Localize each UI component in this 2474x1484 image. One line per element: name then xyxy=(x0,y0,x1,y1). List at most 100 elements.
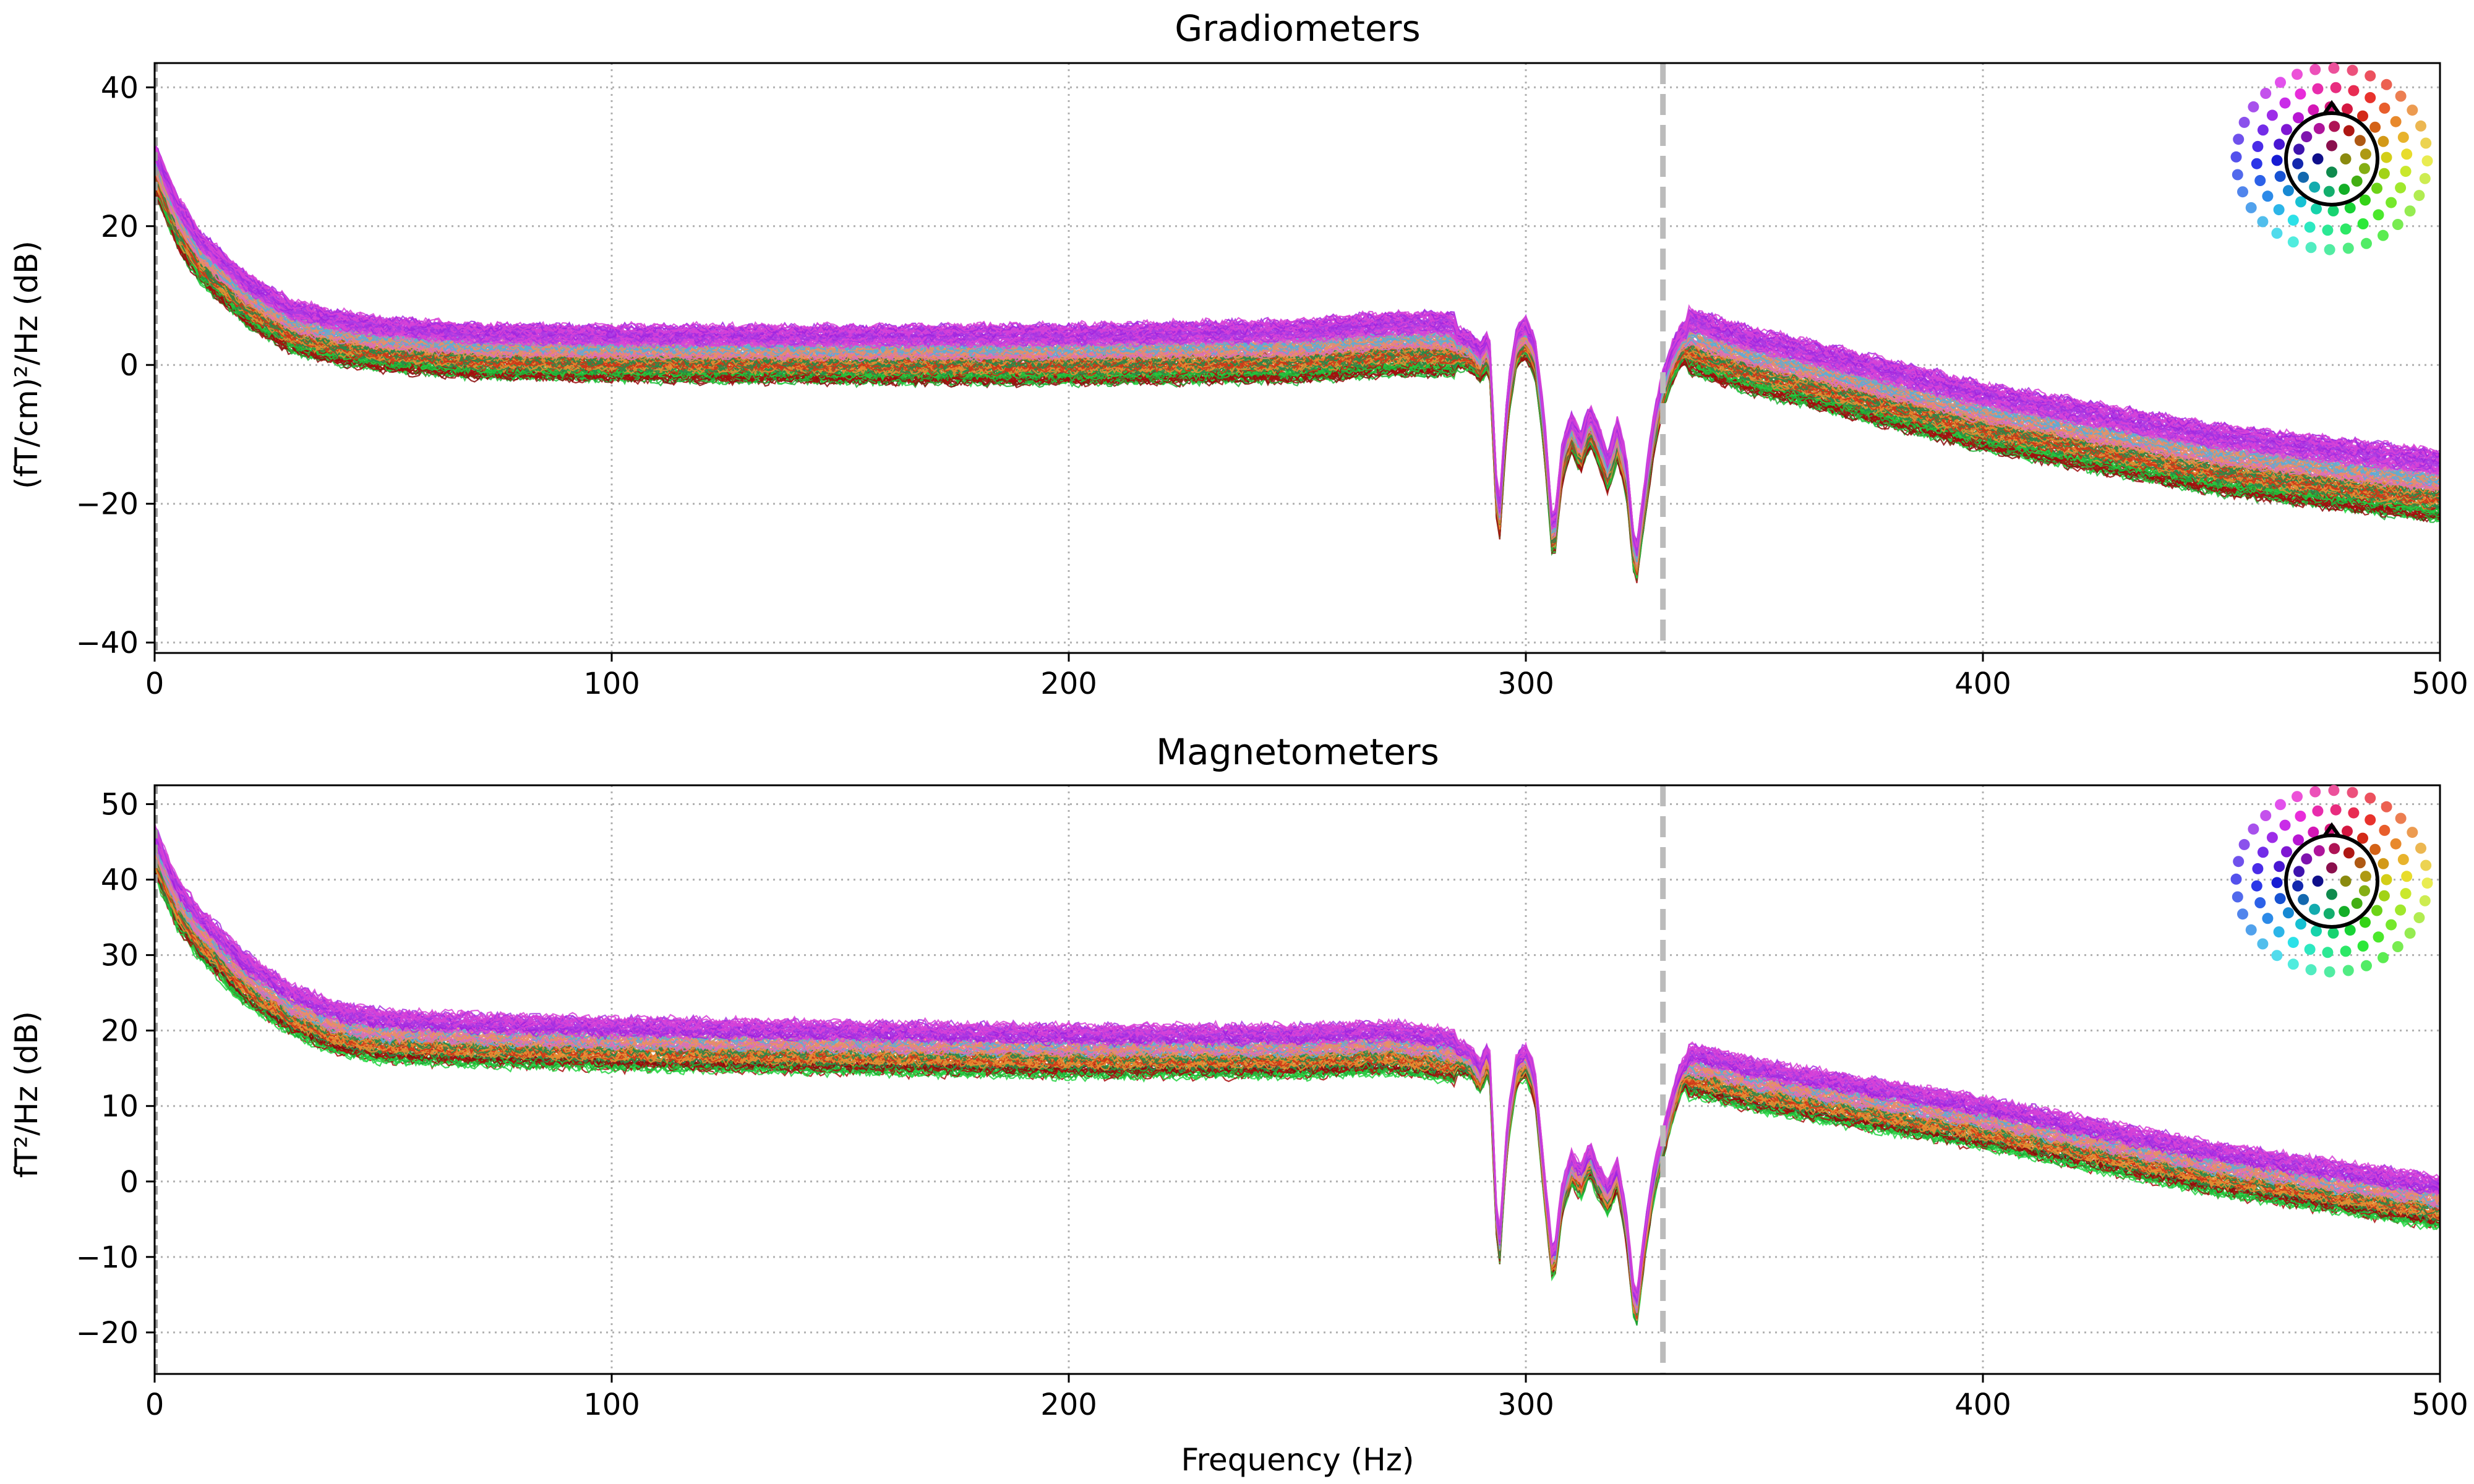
sensor-dot xyxy=(2271,950,2283,962)
channel-trace xyxy=(155,854,2440,1307)
sensor-dot xyxy=(2324,244,2335,255)
x-tick-label: 100 xyxy=(583,1388,640,1422)
sensor-dot xyxy=(2281,846,2292,858)
channel-trace xyxy=(155,875,2440,1324)
channel-trace xyxy=(155,140,2440,548)
sensor-dot xyxy=(2260,88,2272,99)
magnetometers-traces xyxy=(155,822,2440,1326)
sensor-dot xyxy=(2271,877,2283,889)
sensor-dot xyxy=(2342,103,2353,115)
sensor-dot xyxy=(2360,194,2371,206)
sensor-dot xyxy=(2329,121,2340,132)
magnetometers-y-ticks: −20 −10 0 10 20 30 40 50 xyxy=(76,788,155,1350)
sensor-dot xyxy=(2292,69,2303,80)
sensor-dot xyxy=(2339,906,2350,918)
y-tick-label: 10 xyxy=(101,1090,139,1124)
sensor-dot xyxy=(2359,163,2370,174)
sensor-dot xyxy=(2298,171,2309,183)
sensor-dot xyxy=(2397,132,2409,143)
sensor-dot xyxy=(2281,124,2292,135)
sensor-dot xyxy=(2378,890,2390,902)
sensor-dot xyxy=(2378,952,2389,963)
channel-trace xyxy=(155,862,2440,1316)
sensor-dot xyxy=(2322,947,2334,958)
sensor-dot xyxy=(2342,965,2354,976)
sensor-dot xyxy=(2400,888,2412,900)
sensor-dot xyxy=(2309,64,2321,75)
channel-trace xyxy=(155,835,2440,1297)
sensor-dot xyxy=(2293,143,2305,155)
sensor-dot xyxy=(2419,895,2431,906)
sensor-dot xyxy=(2401,871,2413,882)
sensor-dot xyxy=(2330,804,2342,816)
sensor-dot xyxy=(2292,158,2304,169)
x-tick-label: 400 xyxy=(1954,1388,2011,1422)
sensor-dot xyxy=(2328,62,2340,74)
channel-trace xyxy=(155,877,2440,1320)
sensor-dot xyxy=(2271,155,2283,166)
head-outline xyxy=(2284,834,2379,929)
sensor-dot xyxy=(2323,186,2335,197)
sensor-dot xyxy=(2357,832,2368,844)
sensor-dot xyxy=(2404,927,2416,939)
y-tick-label: 40 xyxy=(101,863,139,898)
sensor-dot xyxy=(2308,826,2319,838)
channel-trace xyxy=(155,866,2440,1316)
channel-trace xyxy=(155,871,2440,1325)
sensor-dot xyxy=(2273,204,2285,216)
channel-trace xyxy=(155,850,2440,1313)
sensor-dot xyxy=(2305,964,2317,976)
y-tick-label: −10 xyxy=(76,1240,139,1275)
channel-trace xyxy=(155,855,2440,1311)
sensor-dot xyxy=(2232,169,2243,181)
channel-trace xyxy=(155,160,2440,558)
channel-trace xyxy=(155,182,2440,573)
sensor-dot xyxy=(2386,197,2397,208)
magnetometers-x-ticks: 0 100 200 300 400 500 xyxy=(145,1374,2468,1422)
x-tick-label: 200 xyxy=(1040,1388,1097,1422)
sensor-dot xyxy=(2407,827,2418,838)
sensor-dot xyxy=(2340,876,2352,887)
channel-trace xyxy=(155,850,2440,1313)
sensor-dot xyxy=(2329,843,2340,855)
sensor-dot xyxy=(2330,82,2342,93)
channel-trace xyxy=(155,874,2440,1320)
sensor-dot xyxy=(2420,859,2432,871)
channel-trace xyxy=(155,861,2440,1316)
sensor-dot xyxy=(2260,810,2272,821)
sensor-dot xyxy=(2252,140,2264,152)
channel-trace xyxy=(155,194,2440,580)
channel-trace xyxy=(155,869,2440,1321)
sensor-dot xyxy=(2390,116,2402,127)
sensor-dot xyxy=(2279,97,2291,109)
sensor-dot xyxy=(2381,801,2392,812)
sensor-dot xyxy=(2371,182,2382,194)
sensor-dot xyxy=(2308,104,2319,116)
sensor-dot xyxy=(2339,184,2350,195)
sensor-dot xyxy=(2245,924,2257,936)
sensor-dot xyxy=(2293,834,2304,846)
sensor-dot xyxy=(2309,786,2321,798)
sensor-dot xyxy=(2340,223,2352,235)
sensor-dot xyxy=(2309,903,2321,915)
channel-trace xyxy=(155,871,2440,1324)
sensor-dot xyxy=(2233,856,2245,868)
sensor-dot xyxy=(2292,791,2303,803)
sensor-dot xyxy=(2301,131,2313,143)
sensor-dot xyxy=(2230,151,2242,163)
x-tick-label: 400 xyxy=(1954,667,2011,701)
sensor-dot xyxy=(2312,153,2324,164)
sensor-dot xyxy=(2257,124,2269,136)
sensor-dot xyxy=(2287,215,2299,226)
channel-trace xyxy=(155,871,2440,1324)
sensor-dot xyxy=(2322,224,2334,236)
channel-trace xyxy=(155,873,2440,1321)
sensor-dot xyxy=(2340,945,2352,957)
sensor-dot xyxy=(2397,854,2409,865)
sensor-dot xyxy=(2342,825,2353,837)
sensor-dot xyxy=(2365,70,2376,82)
sensor-dot xyxy=(2274,893,2286,905)
y-tick-label: −20 xyxy=(76,1316,139,1350)
sensor-dot xyxy=(2415,842,2426,854)
sensor-dot xyxy=(2360,148,2371,160)
